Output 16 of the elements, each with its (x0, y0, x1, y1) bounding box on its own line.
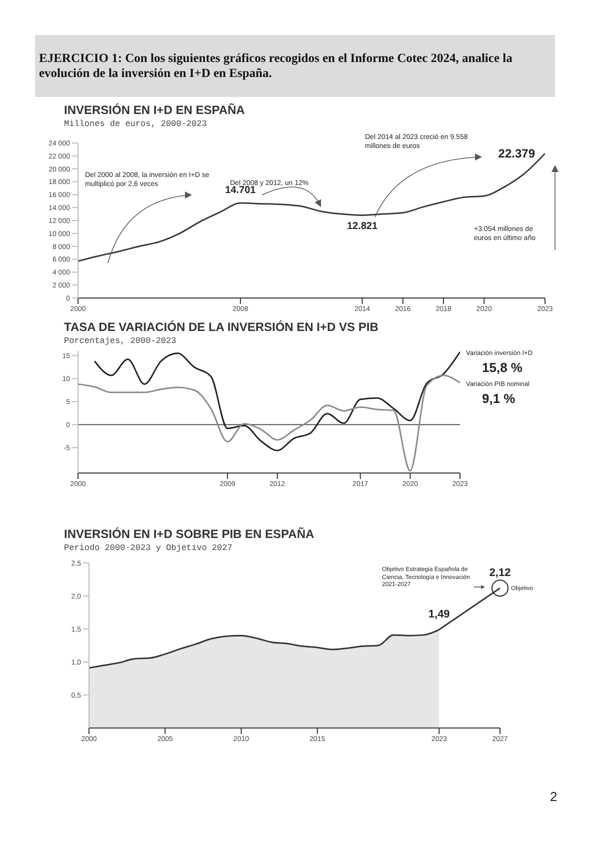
data-label: 22.379 (498, 146, 536, 160)
data-label: 1,49 (428, 608, 450, 621)
chart-subtitle: Periodo 2000-2023 y Objetivo 2027 (64, 543, 232, 553)
chart-title: INVERSIÓN EN I+D SOBRE PIB EN ESPAÑA (64, 527, 314, 541)
text: EJERCICIO 1: Con los siguientes gráficos recogidos en el Informe Cotec 2024, analice la evolución de la inversión en I+D en España. (35, 35, 555, 97)
data-label: 12.821 (346, 221, 378, 232)
chart-subtitle: Porcentajes, 2000-2023 (64, 336, 176, 346)
data-label: 15,8 % (482, 360, 523, 375)
data-label: 9,1 % (482, 390, 516, 406)
chart-title: TASA DE VARIACIÓN DE LA INVERSIÓN EN I+D VS PIB (64, 320, 378, 334)
text: 2 (550, 789, 558, 804)
line-series (94, 351, 460, 452)
chart-subtitle: Millones de euros, 2000-2023 (64, 119, 207, 129)
data-label: 2,12 (489, 567, 511, 580)
chart-title: INVERSIÓN EN I+D EN ESPAÑA (64, 103, 245, 117)
data-label: 14.701 (225, 185, 256, 196)
